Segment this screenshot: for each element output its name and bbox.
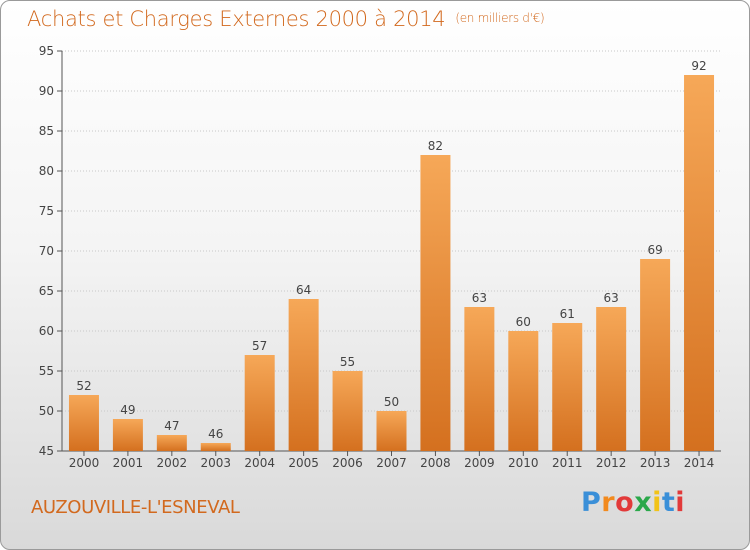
chart-title-text: Achats et Charges Externes 2000 à 2014 bbox=[27, 7, 446, 31]
logo-letter: x bbox=[634, 487, 653, 518]
bar bbox=[156, 435, 187, 451]
y-tick-label: 75 bbox=[39, 204, 54, 218]
bar bbox=[244, 355, 275, 451]
logo-letter: t bbox=[661, 487, 676, 518]
x-tick-label: 2003 bbox=[200, 456, 231, 470]
data-label: 47 bbox=[164, 419, 179, 433]
bar bbox=[68, 395, 99, 451]
x-tick-label: 2005 bbox=[288, 456, 319, 470]
x-tick-label: 2009 bbox=[464, 456, 495, 470]
bar bbox=[288, 299, 319, 451]
x-tick-label: 2007 bbox=[376, 456, 407, 470]
data-label: 61 bbox=[560, 307, 575, 321]
y-tick-label: 65 bbox=[39, 284, 54, 298]
bar bbox=[332, 371, 363, 451]
x-tick-label: 2008 bbox=[420, 456, 451, 470]
bar bbox=[684, 75, 715, 451]
y-tick-label: 55 bbox=[39, 364, 54, 378]
data-label: 60 bbox=[516, 315, 531, 329]
x-tick-label: 2006 bbox=[332, 456, 363, 470]
y-tick-label: 85 bbox=[39, 124, 54, 138]
x-tick-label: 2013 bbox=[640, 456, 671, 470]
bar bbox=[200, 443, 231, 451]
chart-title: Achats et Charges Externes 2000 à 2014 (e… bbox=[27, 7, 545, 31]
commune-name: AUZOUVILLE-L'ESNEVAL bbox=[31, 497, 240, 518]
logo-letter: P bbox=[581, 487, 602, 518]
bar bbox=[640, 259, 671, 451]
y-tick-label: 70 bbox=[39, 244, 54, 258]
x-tick-label: 2014 bbox=[684, 456, 715, 470]
y-tick-label: 95 bbox=[39, 44, 54, 58]
data-label: 92 bbox=[691, 59, 706, 73]
data-label: 50 bbox=[384, 395, 399, 409]
x-tick-label: 2001 bbox=[113, 456, 144, 470]
data-label: 57 bbox=[252, 339, 267, 353]
bar bbox=[552, 323, 583, 451]
data-label: 63 bbox=[472, 291, 487, 305]
logo-letter: i bbox=[652, 487, 662, 518]
data-label: 69 bbox=[647, 243, 662, 257]
data-label: 64 bbox=[296, 283, 311, 297]
bar bbox=[508, 331, 539, 451]
x-tick-label: 2004 bbox=[244, 456, 275, 470]
data-label: 52 bbox=[76, 379, 91, 393]
data-label: 49 bbox=[120, 403, 135, 417]
x-tick-label: 2011 bbox=[552, 456, 583, 470]
chart-unit: (en milliers d'€) bbox=[455, 11, 545, 25]
x-tick-label: 2000 bbox=[69, 456, 100, 470]
x-tick-label: 2010 bbox=[508, 456, 539, 470]
data-label: 55 bbox=[340, 355, 355, 369]
bar bbox=[420, 155, 451, 451]
y-tick-label: 60 bbox=[39, 324, 54, 338]
data-label: 63 bbox=[604, 291, 619, 305]
proxiti-logo: Proxiti bbox=[581, 487, 685, 518]
data-label: 46 bbox=[208, 427, 223, 441]
y-tick-label: 45 bbox=[39, 444, 54, 458]
logo-letter: r bbox=[601, 487, 616, 518]
data-label: 82 bbox=[428, 139, 443, 153]
bar bbox=[376, 411, 407, 451]
y-tick-label: 80 bbox=[39, 164, 54, 178]
bar bbox=[464, 307, 495, 451]
logo-letter: i bbox=[675, 487, 686, 518]
bar bbox=[596, 307, 627, 451]
y-tick-label: 50 bbox=[39, 404, 54, 418]
logo-letter: o bbox=[615, 487, 635, 518]
x-tick-label: 2012 bbox=[596, 456, 627, 470]
y-tick-label: 90 bbox=[39, 84, 54, 98]
bar bbox=[112, 419, 143, 451]
x-tick-label: 2002 bbox=[157, 456, 188, 470]
